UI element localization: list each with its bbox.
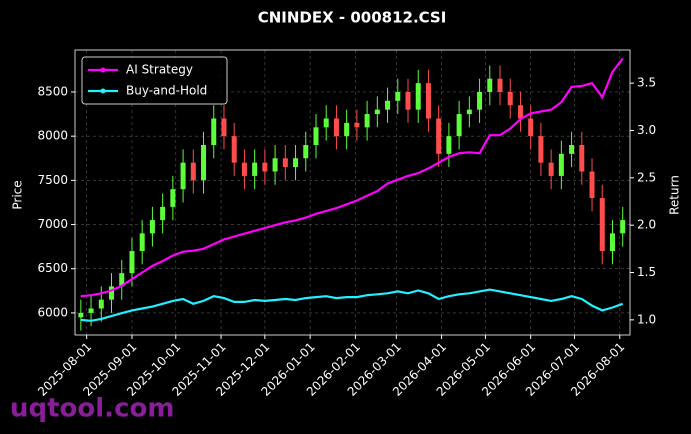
y2-tick-label: 3.5 bbox=[637, 76, 656, 90]
watermark: uqtool.com bbox=[10, 394, 174, 424]
legend-label: AI Strategy bbox=[126, 63, 193, 77]
candle-body bbox=[395, 91, 401, 101]
candle-body bbox=[129, 251, 135, 274]
y2-tick-label: 2.0 bbox=[637, 218, 656, 232]
candle-body bbox=[466, 109, 472, 115]
plot-frame bbox=[74, 49, 631, 336]
y-tick-label: 6000 bbox=[37, 305, 68, 319]
candle-body bbox=[456, 114, 462, 137]
candle-body bbox=[425, 83, 431, 119]
candle-body bbox=[262, 162, 268, 172]
candle-body bbox=[354, 122, 360, 128]
candle-body bbox=[272, 158, 278, 172]
chart-title: CNINDEX - 000812.CSI bbox=[258, 9, 447, 27]
candle-body bbox=[436, 118, 442, 154]
candle-body bbox=[180, 162, 186, 190]
candle-body bbox=[415, 83, 421, 110]
candle-body bbox=[333, 118, 339, 137]
candle-body bbox=[170, 189, 176, 207]
return-line bbox=[80, 288, 624, 322]
candle-body bbox=[109, 286, 115, 300]
candle-body bbox=[149, 220, 155, 234]
y2-tick-label: 1.0 bbox=[637, 312, 656, 326]
candle-body bbox=[364, 114, 370, 128]
return-line bbox=[80, 57, 624, 298]
candle-body bbox=[88, 308, 94, 313]
candle-body bbox=[558, 153, 564, 176]
y-tick-label: 8500 bbox=[37, 84, 68, 98]
candle-body bbox=[221, 118, 227, 137]
legend-marker bbox=[100, 88, 106, 94]
candle-body bbox=[497, 78, 503, 92]
legend-box bbox=[81, 56, 228, 105]
y-tick-label: 7000 bbox=[37, 217, 68, 231]
candle-body bbox=[609, 233, 615, 252]
candle-body bbox=[385, 100, 391, 110]
candle-body bbox=[190, 162, 196, 181]
candle-body bbox=[405, 91, 411, 110]
candle-body bbox=[374, 109, 380, 115]
candle-body bbox=[78, 312, 84, 318]
candle-body bbox=[313, 127, 319, 145]
y2-tick-label: 3.0 bbox=[637, 123, 656, 137]
candle-body bbox=[323, 118, 329, 128]
candle-body bbox=[241, 162, 247, 176]
legend-label: Buy-and-Hold bbox=[126, 84, 207, 98]
candle-body bbox=[517, 105, 523, 119]
candle-body bbox=[293, 158, 299, 168]
candle-body bbox=[569, 145, 575, 154]
candle-body bbox=[160, 206, 166, 221]
candle-body bbox=[538, 136, 544, 163]
candle-body bbox=[477, 91, 483, 110]
candle-body bbox=[201, 145, 207, 181]
candle-body bbox=[589, 171, 595, 199]
y-tick-label: 6500 bbox=[37, 261, 68, 275]
y-tick-label: 8000 bbox=[37, 129, 68, 143]
candle-body bbox=[211, 118, 217, 145]
candle-body bbox=[139, 233, 145, 252]
y-axis-label: Price bbox=[11, 180, 25, 209]
y2-tick-label: 2.5 bbox=[637, 170, 656, 184]
candle-body bbox=[98, 299, 104, 309]
y2-tick-label: 1.5 bbox=[637, 265, 656, 279]
candle-body bbox=[282, 158, 288, 168]
y2-axis-label: Return bbox=[668, 175, 682, 215]
candle-body bbox=[303, 145, 309, 159]
candle-body bbox=[599, 198, 605, 252]
candle-body bbox=[446, 136, 452, 154]
candle-body bbox=[487, 78, 493, 92]
candle-body bbox=[119, 273, 125, 287]
candle-body bbox=[548, 162, 554, 176]
candle-body bbox=[579, 145, 585, 172]
legend: AI Strategy Buy-and-Hold bbox=[81, 56, 228, 105]
candle-body bbox=[620, 220, 626, 234]
candle-body bbox=[231, 136, 237, 163]
candle-body bbox=[507, 91, 513, 106]
y-tick-label: 7500 bbox=[37, 173, 68, 187]
candle-body bbox=[252, 162, 258, 176]
candle-body bbox=[344, 122, 350, 137]
legend-marker bbox=[100, 67, 106, 73]
candle-body bbox=[528, 118, 534, 137]
